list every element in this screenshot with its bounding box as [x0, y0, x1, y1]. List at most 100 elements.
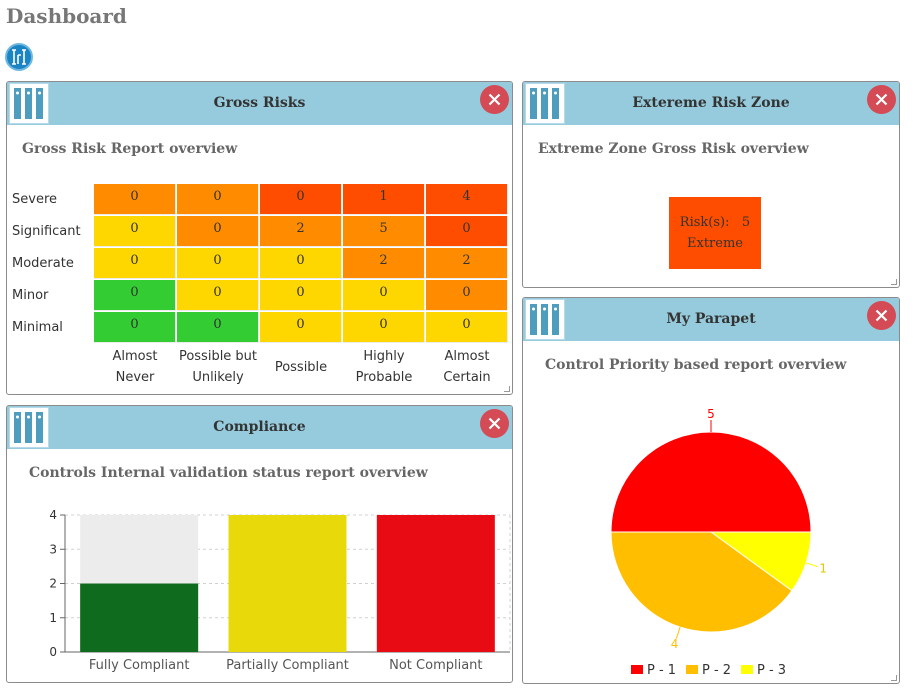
heatmap-cell[interactable]: 0: [260, 280, 342, 311]
heatmap-cell[interactable]: 0: [177, 248, 259, 279]
heatmap-cell[interactable]: 0: [94, 312, 176, 343]
heatmap-column-label: Highly Probable: [355, 349, 413, 385]
panel-title: Extereme Risk Zone: [632, 95, 790, 111]
y-tick-label: 4: [49, 508, 57, 522]
widget-icon: [525, 83, 565, 124]
compliance-panel: Compliance Controls Internal validation …: [6, 405, 513, 683]
legend-label[interactable]: P - 1: [647, 663, 676, 678]
heatmap-cell[interactable]: 0: [426, 216, 508, 247]
y-tick-label: 0: [49, 645, 57, 659]
risk-count-line: Risk(s): 5: [669, 212, 761, 233]
heatmap-cell[interactable]: 2: [343, 248, 425, 279]
slice-leader-line: [675, 626, 681, 639]
resize-handle[interactable]: [891, 675, 897, 681]
heatmap-cell[interactable]: 0: [426, 280, 508, 311]
slice-value-label: 1: [819, 561, 827, 575]
parapet-panel: My Parapet Control Priority based report…: [522, 297, 900, 684]
heatmap-column-label: Possible but Unlikely: [178, 349, 258, 385]
slice-value-label: 4: [671, 637, 679, 651]
heatmap-cell[interactable]: 5: [343, 216, 425, 247]
heatmap-cell[interactable]: 0: [94, 216, 176, 247]
panel-header[interactable]: Gross Risks: [7, 82, 512, 125]
close-button[interactable]: [480, 85, 509, 114]
close-icon: [875, 309, 888, 322]
y-tick-label: 3: [49, 542, 57, 556]
heatmap-cell[interactable]: 0: [177, 280, 259, 311]
heatmap-cell[interactable]: 0: [426, 312, 508, 343]
page-title: Dashboard: [6, 4, 127, 28]
close-icon: [488, 417, 501, 430]
heatmap-cell[interactable]: 0: [177, 216, 259, 247]
extreme-risk-panel: Extereme Risk Zone Extreme Zone Gross Ri…: [522, 81, 900, 288]
heatmap-row-label: Significant: [12, 224, 81, 239]
heatmap-cell[interactable]: 0: [260, 184, 342, 215]
resize-handle[interactable]: [504, 386, 510, 392]
heatmap-cell[interactable]: 4: [426, 184, 508, 215]
bar[interactable]: [228, 515, 347, 652]
heatmap-cell[interactable]: 2: [426, 248, 508, 279]
bar[interactable]: [376, 515, 495, 652]
legend-swatch: [741, 665, 753, 674]
heatmap-row-label: Moderate: [12, 256, 74, 271]
heatmap-cell[interactable]: 1: [343, 184, 425, 215]
layout-toggle-button[interactable]: [5, 43, 33, 71]
heatmap-row-label: Minimal: [12, 320, 63, 335]
heatmap-cell[interactable]: 0: [177, 184, 259, 215]
panel-subtitle: Extreme Zone Gross Risk overview: [538, 141, 809, 157]
panel-subtitle: Control Priority based report overview: [545, 357, 847, 373]
zone-label: Extreme: [687, 236, 743, 251]
x-tick-label: Not Compliant: [389, 658, 482, 673]
panel-title: Gross Risks: [213, 95, 306, 111]
panel-title: My Parapet: [666, 311, 756, 327]
widget-icon: [9, 83, 49, 124]
pie-slice[interactable]: [610, 531, 793, 633]
heatmap-cell[interactable]: 0: [94, 184, 176, 215]
panel-subtitle: Gross Risk Report overview: [22, 141, 238, 157]
widget-icon: [9, 407, 49, 448]
heatmap-cell[interactable]: 0: [94, 280, 176, 311]
close-button[interactable]: [480, 409, 509, 438]
priority-pie-chart: 5 1 4 P - 1 P - 2 P - 3: [610, 407, 827, 678]
heatmap-column-label: Possible: [274, 360, 328, 375]
panel-header[interactable]: Compliance: [7, 406, 512, 449]
slice-value-label: 5: [707, 407, 715, 421]
legend-label[interactable]: P - 2: [702, 663, 731, 678]
x-tick-label: Partially Compliant: [226, 658, 349, 673]
panel-header[interactable]: Extereme Risk Zone: [523, 82, 899, 125]
heatmap-cell[interactable]: 0: [343, 312, 425, 343]
heatmap-cell[interactable]: 2: [260, 216, 342, 247]
heatmap-cell[interactable]: 0: [260, 312, 342, 343]
heatmap-row-label: Severe: [12, 192, 57, 207]
legend-swatch: [631, 665, 643, 674]
heatmap-row-label: Minor: [12, 288, 49, 303]
gross-risks-panel: Gross Risks Gross Risk Report overview S…: [6, 81, 513, 395]
heatmap-cell[interactable]: 0: [343, 280, 425, 311]
resize-handle[interactable]: [891, 279, 897, 285]
compliance-bar-chart: 0 1 2 3 4 Fully Compliant Partially Compliant N…: [49, 508, 511, 673]
close-button[interactable]: [867, 301, 896, 330]
layout-icon: [12, 49, 26, 65]
pie-slice[interactable]: [610, 431, 812, 533]
bar[interactable]: [80, 583, 199, 653]
close-button[interactable]: [867, 85, 896, 114]
heatmap-cell[interactable]: 0: [94, 248, 176, 279]
y-tick-label: 1: [49, 611, 57, 625]
x-tick-label: Fully Compliant: [89, 658, 190, 673]
panel-title: Compliance: [213, 419, 306, 435]
heatmap-cell[interactable]: 0: [177, 312, 259, 343]
slice-leader-line: [805, 562, 818, 568]
heatmap-cell[interactable]: 0: [260, 248, 342, 279]
legend-swatch: [686, 665, 698, 674]
close-icon: [875, 93, 888, 106]
legend-label[interactable]: P - 3: [757, 663, 786, 678]
close-icon: [488, 93, 501, 106]
panel-header[interactable]: My Parapet: [523, 298, 899, 341]
heatmap-column-label: Almost Never: [112, 349, 158, 385]
risk-count: 5: [741, 215, 751, 230]
panel-subtitle: Controls Internal validation status repo…: [29, 465, 428, 481]
risk-label: Risk(s):: [679, 215, 730, 230]
heatmap-column-label: Almost Certain: [443, 349, 491, 385]
extreme-risk-tile[interactable]: Risk(s): 5 Extreme: [669, 197, 761, 269]
widget-icon: [525, 299, 565, 340]
y-tick-label: 2: [49, 577, 57, 591]
